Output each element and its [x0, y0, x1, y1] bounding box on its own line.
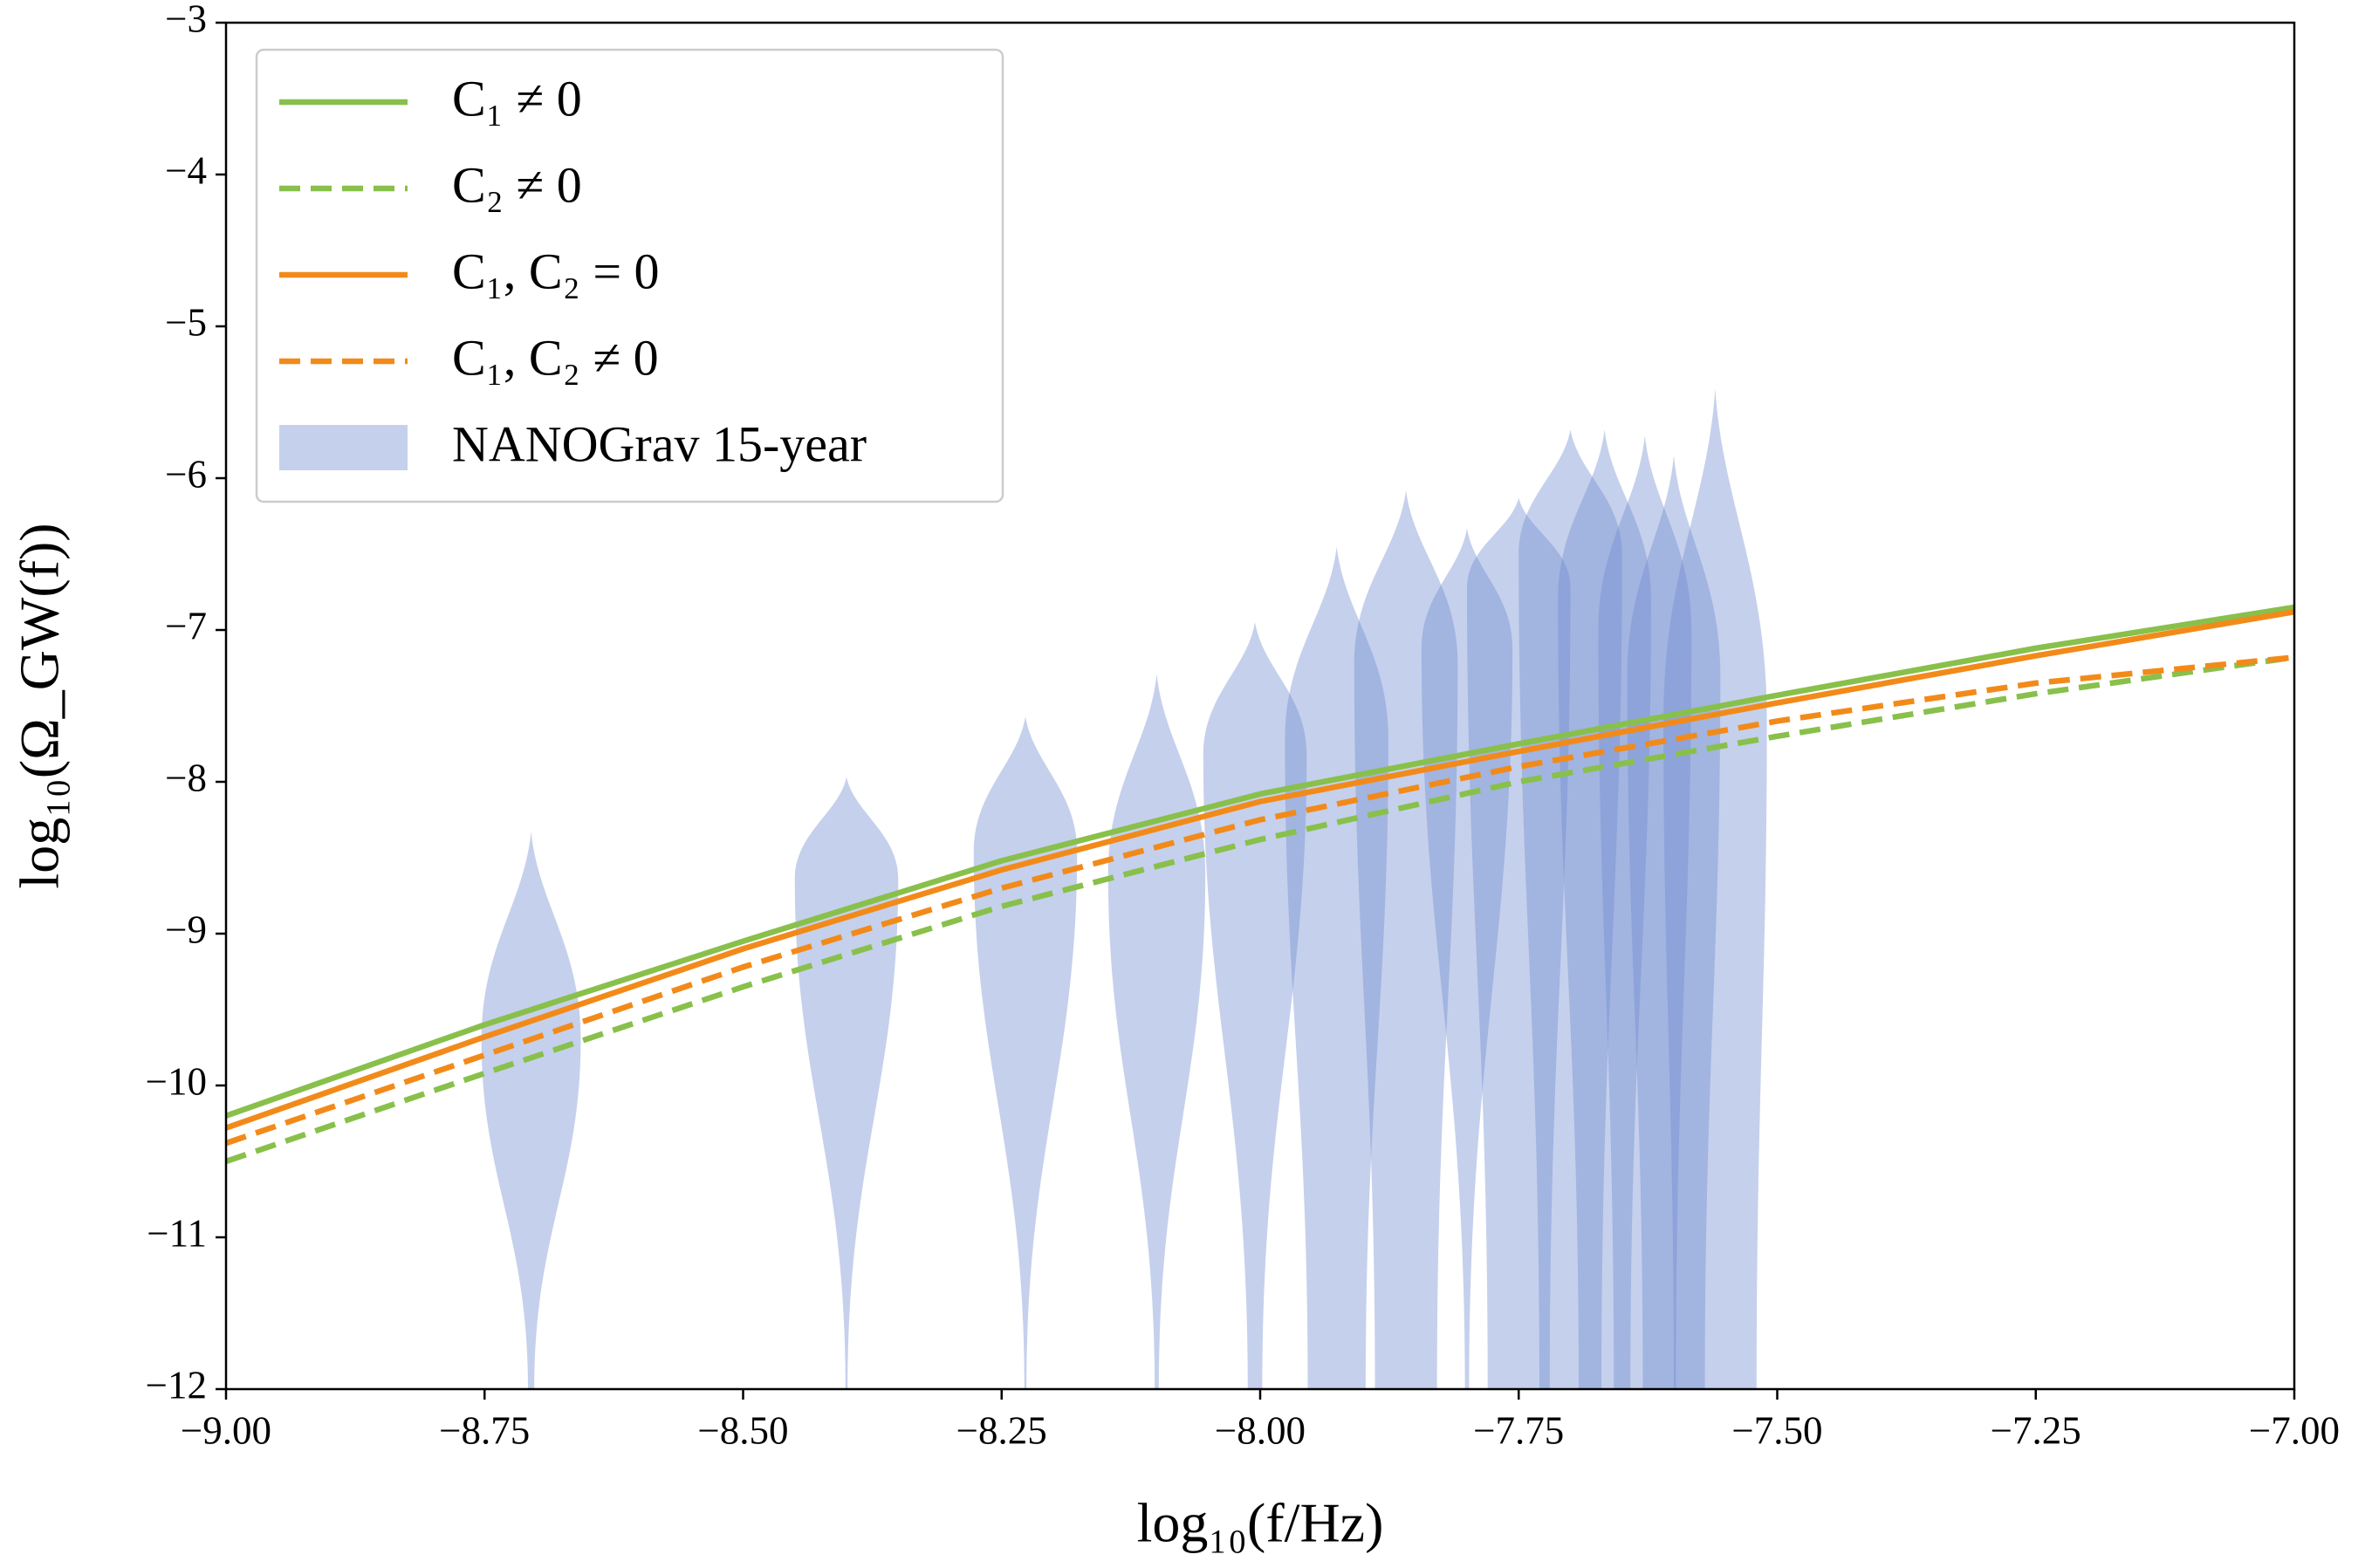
legend-swatch: [279, 425, 408, 470]
x-axis-label: log₁₀(f/Hz): [1137, 1492, 1384, 1554]
line-layer: [224, 604, 2295, 1165]
violin: [794, 777, 899, 1389]
y-tick-label: −10: [146, 1059, 207, 1103]
y-axis-label: log₁₀(Ω_GW(f)): [9, 523, 71, 888]
y-tick-label: −12: [146, 1363, 207, 1407]
violin: [481, 832, 581, 1389]
legend-label: NANOGrav 15-year: [452, 415, 867, 472]
series-line: [224, 654, 2295, 1165]
violin: [1421, 528, 1513, 1389]
violin-layer: [481, 388, 1767, 1390]
violin: [1518, 429, 1622, 1389]
y-tick-label: −11: [147, 1211, 207, 1255]
legend-label: C₂ ≠ 0: [452, 156, 582, 213]
y-tick-label: −9: [165, 907, 207, 951]
violin: [1663, 388, 1767, 1390]
violin: [973, 716, 1078, 1389]
x-tick-label: −7.25: [1991, 1408, 2081, 1452]
series-line: [224, 654, 2295, 1147]
violin: [1354, 490, 1458, 1390]
axes-layer: −9.00 −8.75 −8.50 −8.25 −8.00 −7.75 −7.50 −7.25…: [146, 0, 2340, 1452]
x-tick-label: −8.50: [697, 1408, 788, 1452]
violin: [1598, 435, 1692, 1389]
y-tick-label: −4: [165, 148, 207, 192]
x-tick-label: −8.25: [956, 1408, 1047, 1452]
x-tick-label: −7.50: [1731, 1408, 1822, 1452]
y-tick-label: −5: [165, 300, 207, 344]
x-tick-label: −8.75: [439, 1408, 530, 1452]
legend-label: C₁, C₂ ≠ 0: [452, 329, 659, 386]
x-tick-label: −8.00: [1215, 1408, 1306, 1452]
series-line: [224, 604, 2295, 1119]
series-line: [224, 608, 2295, 1131]
y-tick-label: −8: [165, 756, 207, 799]
x-tick-label: −7.00: [2249, 1408, 2340, 1452]
y-tick-label: −3: [165, 0, 207, 40]
x-tick-label: −9.00: [181, 1408, 271, 1452]
violin: [1467, 497, 1571, 1389]
legend-box: [255, 48, 1004, 503]
violin: [1107, 674, 1206, 1389]
x-tick-label: −7.75: [1473, 1408, 1564, 1452]
legend-label: C₁, C₂ = 0: [452, 243, 660, 299]
legend: C₁ ≠ 0 C₂ ≠ 0 C₁, C₂ = 0 C₁, C₂ ≠ 0 NANOGrav…: [255, 48, 1004, 503]
violin: [1285, 546, 1388, 1389]
y-tick-label: −7: [165, 604, 207, 647]
y-tick-label: −6: [165, 452, 207, 496]
legend-label: C₁ ≠ 0: [452, 70, 582, 127]
violin: [1627, 455, 1721, 1389]
violin: [1558, 429, 1651, 1389]
